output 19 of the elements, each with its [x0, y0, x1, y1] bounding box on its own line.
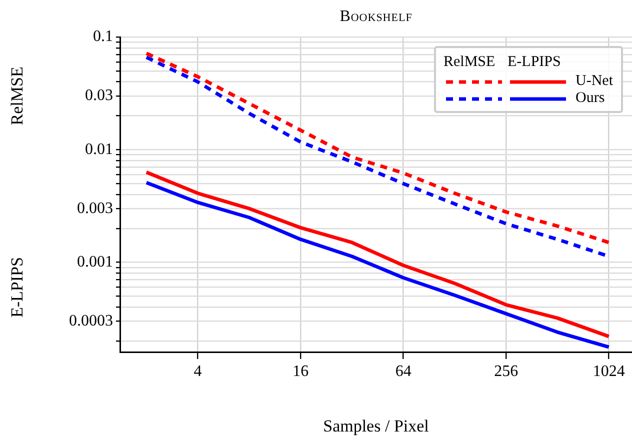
text: RelMSE [7, 66, 26, 126]
y-tick-label: 0.1 [93, 28, 113, 46]
y-tick-label: 0.003 [77, 200, 113, 217]
x-axis-title: Samples / Pixel [323, 416, 430, 436]
x-tick-label: 64 [395, 362, 412, 380]
legend-label: U-Net [574, 73, 613, 90]
x-tick-label: 256 [494, 362, 518, 380]
text: E-LPIPS [7, 257, 26, 318]
y-tick-label: 0.0003 [69, 312, 113, 330]
x-tick-label: 4 [194, 362, 202, 380]
legend-label: Ours [574, 90, 606, 107]
x-tick-label: 16 [292, 362, 309, 380]
y-tick-label: 0.01 [85, 140, 113, 158]
y-axis-title: RelMSE [442, 54, 496, 72]
annotation: E-LPIPS [506, 54, 562, 72]
y-tick-label: 0.001 [77, 254, 113, 271]
x-tick-label: 1024 [592, 362, 625, 380]
chart-title: Bookshelf [338, 8, 414, 26]
y-tick-label: 0.03 [85, 87, 113, 104]
